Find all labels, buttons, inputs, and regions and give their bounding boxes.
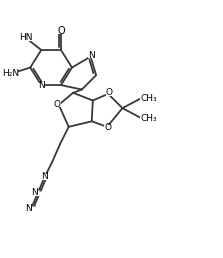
Bar xyxy=(19,35,31,41)
Text: N: N xyxy=(38,81,45,90)
Bar xyxy=(140,95,156,101)
Text: H₂N: H₂N xyxy=(2,69,19,78)
Bar xyxy=(54,102,61,107)
Bar xyxy=(41,174,47,180)
Text: O: O xyxy=(54,100,61,109)
Bar xyxy=(104,125,111,131)
Bar xyxy=(32,190,41,196)
Text: O: O xyxy=(57,26,65,36)
Bar xyxy=(38,83,44,88)
Text: N: N xyxy=(88,51,94,60)
Text: O: O xyxy=(104,123,111,132)
Text: CH₃: CH₃ xyxy=(140,94,157,103)
Text: N: N xyxy=(41,172,47,181)
Text: CH₃: CH₃ xyxy=(140,114,157,123)
Bar xyxy=(105,90,112,96)
Bar xyxy=(57,28,65,34)
Text: N⁺: N⁺ xyxy=(31,188,43,197)
Text: HN: HN xyxy=(19,34,32,42)
Bar xyxy=(2,70,18,76)
Bar xyxy=(26,206,35,211)
Text: N⁻: N⁻ xyxy=(25,204,36,213)
Text: O: O xyxy=(105,88,112,97)
Bar xyxy=(140,115,156,121)
Bar xyxy=(88,53,94,58)
